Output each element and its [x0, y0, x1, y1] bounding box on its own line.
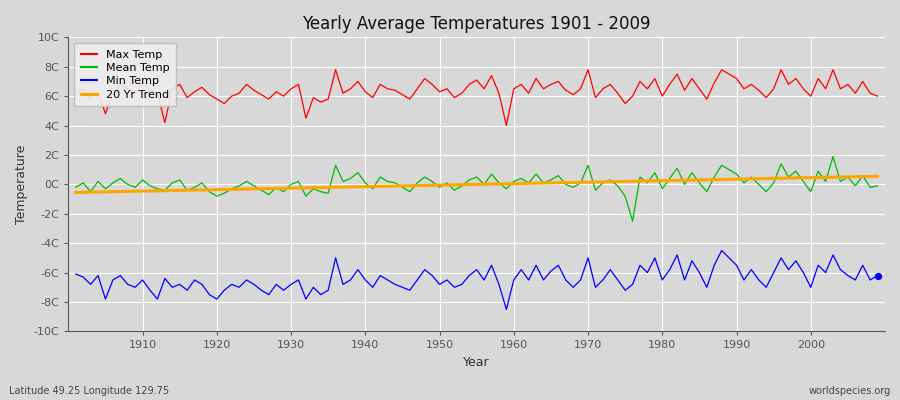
Title: Yearly Average Temperatures 1901 - 2009: Yearly Average Temperatures 1901 - 2009: [302, 15, 651, 33]
X-axis label: Year: Year: [464, 356, 490, 369]
Point: [870, 272, 885, 279]
Legend: Max Temp, Mean Temp, Min Temp, 20 Yr Trend: Max Temp, Mean Temp, Min Temp, 20 Yr Tre…: [74, 43, 176, 106]
Y-axis label: Temperature: Temperature: [15, 145, 28, 224]
Text: Latitude 49.25 Longitude 129.75: Latitude 49.25 Longitude 129.75: [9, 386, 169, 396]
Text: worldspecies.org: worldspecies.org: [809, 386, 891, 396]
